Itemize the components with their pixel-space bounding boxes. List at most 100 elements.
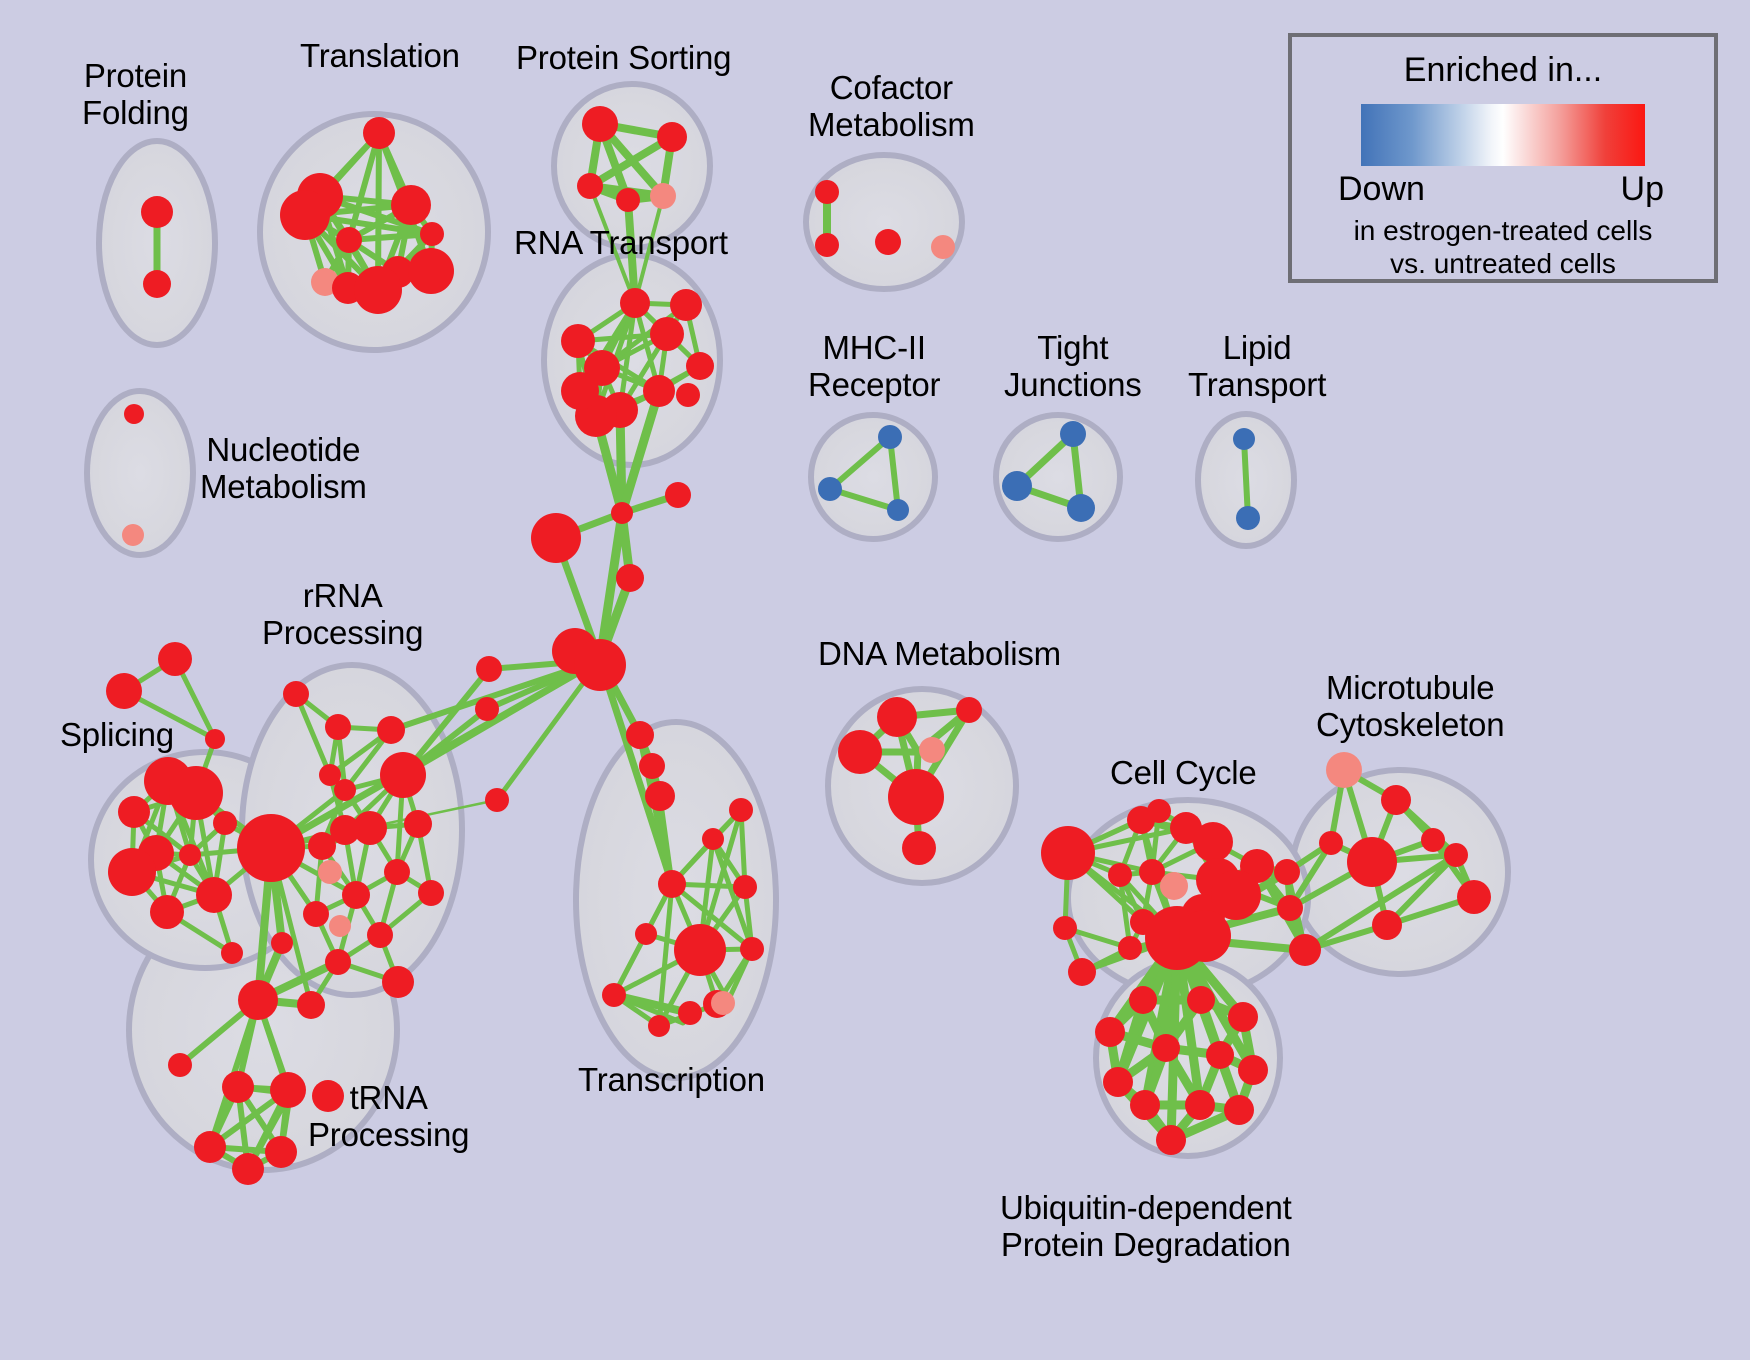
node-up	[124, 404, 144, 424]
node-up	[1381, 785, 1411, 815]
node-up	[404, 810, 432, 838]
node-down	[1233, 428, 1255, 450]
node-up	[1274, 859, 1300, 885]
node-up	[1444, 843, 1468, 867]
node-up	[1187, 986, 1215, 1014]
node-up	[1068, 958, 1096, 986]
node-up	[1041, 826, 1095, 880]
node-up	[648, 1015, 670, 1037]
node-up	[584, 350, 620, 386]
node-up	[838, 730, 882, 774]
node-down	[1067, 494, 1095, 522]
node-up	[1103, 1067, 1133, 1097]
node-up	[1179, 910, 1231, 962]
node-up	[676, 383, 700, 407]
node-up	[956, 697, 982, 723]
node-up	[221, 942, 243, 964]
node-up	[334, 779, 356, 801]
node-up	[531, 513, 581, 563]
node-up	[729, 798, 753, 822]
node-up	[150, 895, 184, 929]
legend-endpoints: Down Up	[1338, 170, 1668, 212]
node-up	[265, 1136, 297, 1168]
node-up	[237, 814, 305, 882]
node-up	[678, 1001, 702, 1025]
node-up	[1053, 916, 1077, 940]
node-up	[645, 781, 675, 811]
cluster-ellipse-nucleotide	[84, 388, 196, 558]
node-up	[158, 642, 192, 676]
node-up	[108, 848, 156, 896]
node-up-faint	[931, 235, 955, 259]
node-down	[818, 477, 842, 501]
node-up	[650, 317, 684, 351]
node-up	[1372, 910, 1402, 940]
node-up-faint	[1326, 752, 1362, 788]
node-up	[179, 844, 201, 866]
node-up	[1185, 1090, 1215, 1120]
node-up	[205, 729, 225, 749]
node-up	[670, 289, 702, 321]
node-up	[639, 753, 665, 779]
node-up	[888, 769, 944, 825]
node-up	[1118, 936, 1142, 960]
node-up	[303, 901, 329, 927]
node-up-faint	[318, 860, 342, 884]
node-up	[1277, 895, 1303, 921]
node-up	[196, 877, 232, 913]
node-up	[377, 716, 405, 744]
node-up	[380, 752, 426, 798]
node-up	[384, 859, 410, 885]
node-up	[1130, 1090, 1160, 1120]
node-down	[1060, 421, 1086, 447]
node-up	[476, 656, 502, 682]
node-up	[270, 1072, 306, 1108]
node-up	[1319, 831, 1343, 855]
node-up	[582, 106, 618, 142]
node-up	[1147, 799, 1171, 823]
node-up	[336, 227, 362, 253]
node-up	[342, 881, 370, 909]
node-up	[319, 764, 341, 786]
node-up	[1139, 859, 1165, 885]
node-up	[561, 372, 599, 410]
legend-down-label: Down	[1338, 170, 1425, 208]
node-up	[1129, 986, 1157, 1014]
node-up	[1206, 1041, 1234, 1069]
cluster-ellipse-cofactor	[803, 152, 965, 292]
node-up-faint	[711, 991, 735, 1015]
node-up	[363, 117, 395, 149]
node-up	[325, 949, 351, 975]
node-up	[815, 233, 839, 257]
node-up	[616, 188, 640, 212]
node-up	[877, 697, 917, 737]
node-up	[815, 180, 839, 204]
node-up	[367, 922, 393, 948]
node-up	[620, 288, 650, 318]
node-up	[1347, 837, 1397, 887]
node-up	[118, 796, 150, 828]
node-up	[740, 937, 764, 961]
node-up	[308, 832, 336, 860]
node-up	[420, 222, 444, 246]
node-up	[297, 991, 325, 1019]
node-up-faint	[311, 268, 339, 296]
node-up	[1156, 1125, 1186, 1155]
node-up	[283, 681, 309, 707]
node-up	[561, 324, 595, 358]
node-up	[312, 1080, 344, 1112]
node-up	[475, 697, 499, 721]
node-up-faint	[329, 915, 351, 937]
node-up	[271, 932, 293, 954]
node-down	[887, 499, 909, 521]
node-up	[169, 766, 223, 820]
node-up	[658, 870, 686, 898]
node-up-faint	[650, 183, 676, 209]
node-up	[1224, 1095, 1254, 1125]
node-up	[902, 831, 936, 865]
node-up	[391, 185, 431, 225]
node-up	[602, 983, 626, 1007]
legend-title: Enriched in...	[1403, 51, 1603, 89]
node-up	[702, 828, 724, 850]
